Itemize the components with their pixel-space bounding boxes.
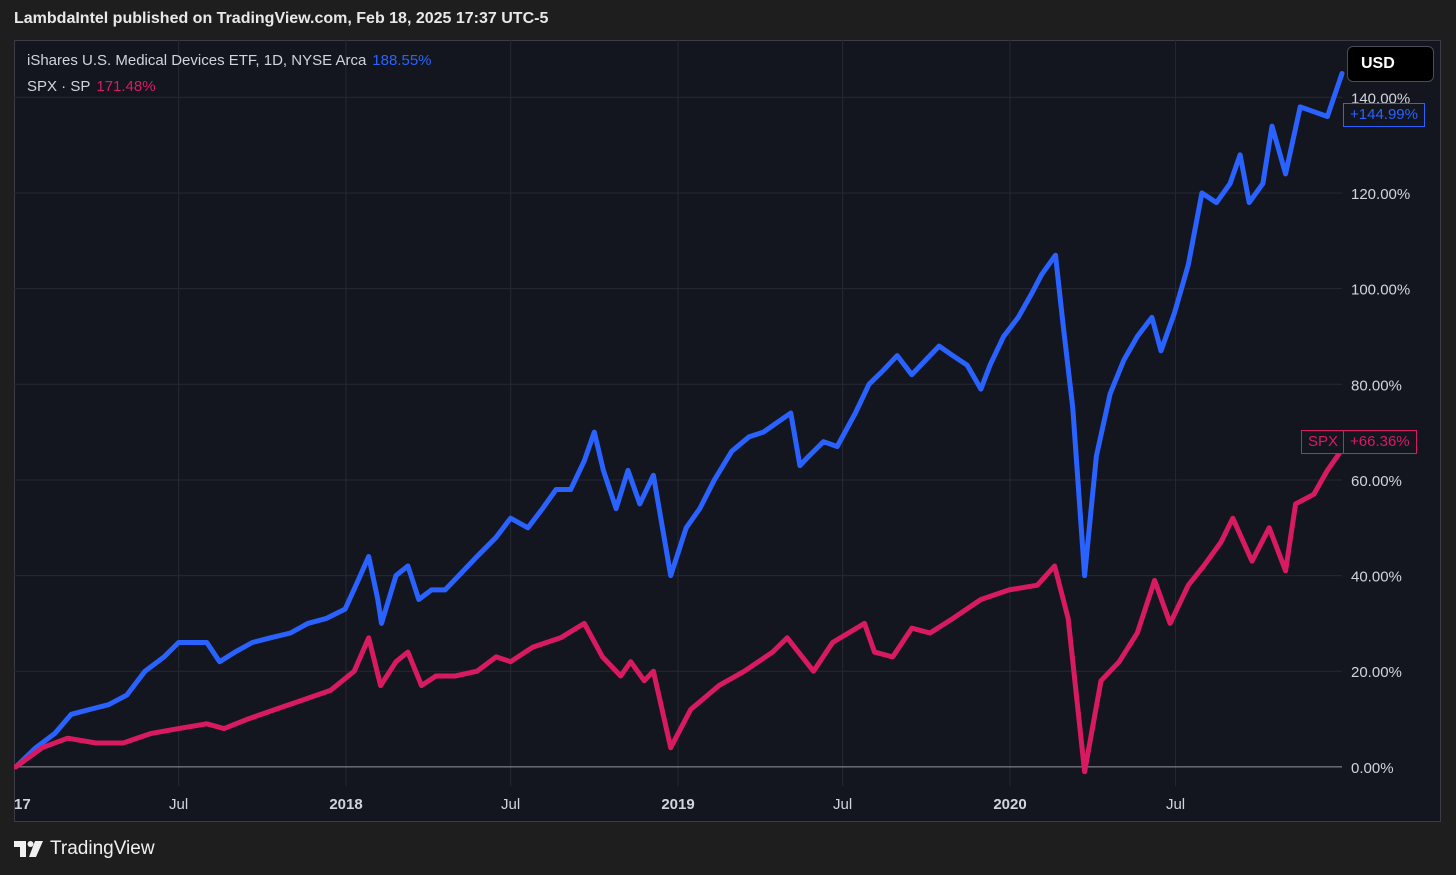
tradingview-logo-icon bbox=[14, 841, 43, 857]
chart-plot[interactable]: 0.00% 20.00% 40.00% 60.00% 80.00% 100.00% 120.… bbox=[14, 40, 1441, 822]
series-line-spx bbox=[14, 447, 1345, 775]
spx-last-value-tag: +66.36% bbox=[1343, 430, 1417, 454]
series-line-ihi bbox=[14, 71, 1345, 770]
y-tick-label: 0.00% bbox=[1351, 760, 1394, 777]
legend-row-spx[interactable]: SPX · SP 171.48% bbox=[27, 78, 156, 95]
y-tick-label: 80.00% bbox=[1351, 377, 1402, 394]
x-tick-label: Jul bbox=[169, 796, 188, 813]
y-tick-label: 40.00% bbox=[1351, 569, 1402, 586]
x-axis-labels: 17 Jul 2018 Jul 2019 Jul 2020 Jul bbox=[14, 796, 1185, 813]
x-tick-label: 2020 bbox=[993, 796, 1026, 813]
x-tick-label: 17 bbox=[14, 796, 31, 813]
legend-label-spx: SPX · SP bbox=[27, 78, 91, 95]
legend-value-ihi: 188.55% bbox=[372, 52, 432, 69]
y-tick-label: 120.00% bbox=[1351, 186, 1410, 203]
legend-value-spx: 171.48% bbox=[96, 78, 156, 95]
currency-button[interactable]: USD bbox=[1347, 46, 1434, 82]
x-tick-label: 2019 bbox=[661, 796, 694, 813]
legend-row-ihi[interactable]: iShares U.S. Medical Devices ETF, 1D, NY… bbox=[27, 52, 432, 69]
publish-info: LambdaIntel published on TradingView.com… bbox=[14, 10, 549, 27]
grid-lines bbox=[14, 40, 1342, 786]
ihi-last-value-tag: +144.99% bbox=[1343, 103, 1425, 127]
tradingview-brand: TradingView bbox=[50, 838, 155, 859]
legend-label-ihi: iShares U.S. Medical Devices ETF, 1D, NY… bbox=[27, 52, 367, 69]
tradingview-logo[interactable]: TradingView bbox=[14, 838, 155, 860]
y-tick-label: 100.00% bbox=[1351, 282, 1410, 299]
y-axis-labels: 0.00% 20.00% 40.00% 60.00% 80.00% 100.00% 120.… bbox=[1351, 90, 1410, 776]
x-tick-label: 2018 bbox=[329, 796, 362, 813]
y-tick-label: 60.00% bbox=[1351, 473, 1402, 490]
chart-frame[interactable] bbox=[14, 40, 1441, 822]
y-tick-label: 20.00% bbox=[1351, 664, 1402, 681]
x-tick-label: Jul bbox=[833, 796, 852, 813]
x-tick-label: Jul bbox=[501, 796, 520, 813]
x-tick-label: Jul bbox=[1166, 796, 1185, 813]
series-lines bbox=[14, 71, 1345, 775]
spx-symbol-tag: SPX bbox=[1301, 430, 1346, 454]
